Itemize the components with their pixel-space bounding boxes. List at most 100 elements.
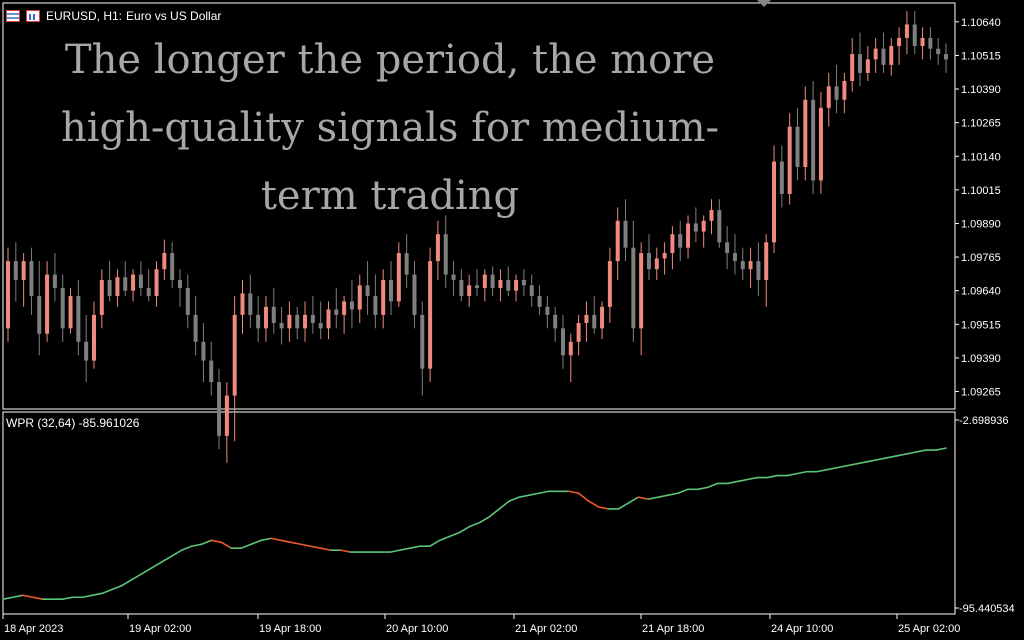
candle bbox=[232, 296, 237, 442]
wpr-segment bbox=[438, 535, 451, 542]
time-tick-label: 20 Apr 10:00 bbox=[386, 623, 448, 635]
candle bbox=[764, 234, 769, 307]
wpr-segment bbox=[250, 539, 262, 546]
candle bbox=[84, 314, 89, 383]
candle bbox=[271, 288, 276, 334]
wpr-segment bbox=[875, 457, 888, 461]
wpr-segment bbox=[796, 470, 808, 475]
candle bbox=[920, 27, 925, 60]
candle bbox=[850, 37, 855, 92]
wpr-segment bbox=[309, 545, 322, 549]
candle bbox=[889, 37, 894, 76]
wpr-segment bbox=[81, 594, 94, 599]
candle bbox=[342, 296, 347, 334]
candle bbox=[803, 86, 808, 181]
candle bbox=[381, 269, 386, 329]
price-candles bbox=[6, 11, 948, 463]
candle bbox=[99, 269, 104, 329]
candle bbox=[553, 306, 558, 342]
candle bbox=[295, 306, 300, 340]
wpr-segment bbox=[845, 463, 858, 467]
bars-icon[interactable] bbox=[26, 10, 40, 22]
wpr-segment bbox=[101, 588, 113, 595]
candle bbox=[756, 242, 761, 297]
candle bbox=[357, 274, 362, 323]
symbol-label: EURUSD, H1: bbox=[46, 9, 123, 23]
wpr-segment bbox=[270, 537, 282, 542]
candle bbox=[76, 279, 81, 356]
candle bbox=[13, 242, 18, 302]
candle bbox=[514, 274, 519, 302]
candle bbox=[725, 226, 730, 270]
candle bbox=[623, 199, 628, 262]
candle bbox=[217, 368, 222, 450]
wpr-segment bbox=[22, 594, 34, 599]
wpr-segment bbox=[339, 549, 352, 553]
candle bbox=[498, 269, 503, 302]
wpr-segment bbox=[657, 494, 669, 498]
candle bbox=[412, 261, 417, 329]
time-tick-label: 19 Apr 18:00 bbox=[259, 623, 321, 635]
candle bbox=[185, 274, 190, 329]
main-panel-frame bbox=[2, 2, 956, 410]
candle bbox=[209, 341, 214, 396]
candle bbox=[45, 261, 50, 342]
candle bbox=[91, 301, 96, 369]
candle bbox=[435, 220, 440, 280]
wpr-segment bbox=[498, 500, 511, 510]
price-tick-label: 1.10015 bbox=[961, 185, 1001, 197]
candle bbox=[68, 288, 73, 334]
price-tick-label: 1.10140 bbox=[961, 151, 1001, 163]
table-icon[interactable] bbox=[6, 10, 20, 22]
candle bbox=[37, 261, 42, 356]
wpr-segment bbox=[836, 464, 848, 469]
candle bbox=[279, 306, 284, 345]
wpr-segment bbox=[91, 592, 104, 597]
candle bbox=[263, 296, 268, 342]
candle bbox=[560, 314, 565, 369]
candle bbox=[490, 266, 495, 297]
wpr-segment bbox=[518, 494, 530, 498]
candle bbox=[795, 107, 800, 181]
candle bbox=[21, 253, 26, 307]
wpr-segment bbox=[627, 496, 640, 504]
candle bbox=[365, 261, 370, 315]
candle bbox=[428, 247, 433, 383]
wpr-segment bbox=[141, 567, 153, 575]
candle bbox=[303, 301, 308, 342]
wpr-segment bbox=[816, 468, 828, 473]
wpr-segment bbox=[2, 596, 14, 601]
symbol-description: Euro vs US Dollar bbox=[126, 9, 222, 23]
time-axis: 18 Apr 2023 19 Apr 02:00 19 Apr 18:00 20 Ap… bbox=[2, 614, 960, 635]
time-tick-label: 19 Apr 02:00 bbox=[129, 623, 191, 635]
candle bbox=[881, 32, 886, 73]
candle bbox=[600, 301, 605, 340]
chart-shift-marker-icon[interactable] bbox=[757, 0, 771, 7]
wpr-segment bbox=[488, 508, 501, 518]
candle bbox=[6, 247, 10, 342]
candle bbox=[607, 247, 612, 323]
wpr-segment bbox=[567, 490, 580, 495]
price-tick-label: 1.09890 bbox=[961, 218, 1001, 230]
wpr-segment bbox=[538, 490, 550, 495]
wpr-segment bbox=[170, 549, 183, 557]
candle bbox=[936, 37, 941, 65]
candle bbox=[29, 247, 34, 315]
wpr-segment bbox=[161, 555, 173, 563]
candle bbox=[772, 145, 777, 254]
chart-header: EURUSD, H1: Euro vs US Dollar bbox=[6, 8, 221, 24]
wpr-segment bbox=[111, 584, 123, 591]
candle bbox=[123, 261, 128, 297]
wpr-segment bbox=[617, 502, 630, 510]
candle bbox=[467, 274, 472, 307]
candle bbox=[475, 269, 479, 297]
wpr-segment bbox=[399, 547, 411, 551]
price-tick-label: 1.09765 bbox=[961, 252, 1001, 264]
candle bbox=[177, 269, 182, 307]
candle bbox=[912, 11, 917, 55]
wpr-segment bbox=[746, 476, 759, 481]
wpr-segment bbox=[12, 594, 24, 599]
wpr-segment bbox=[855, 461, 868, 465]
candle bbox=[52, 253, 57, 302]
